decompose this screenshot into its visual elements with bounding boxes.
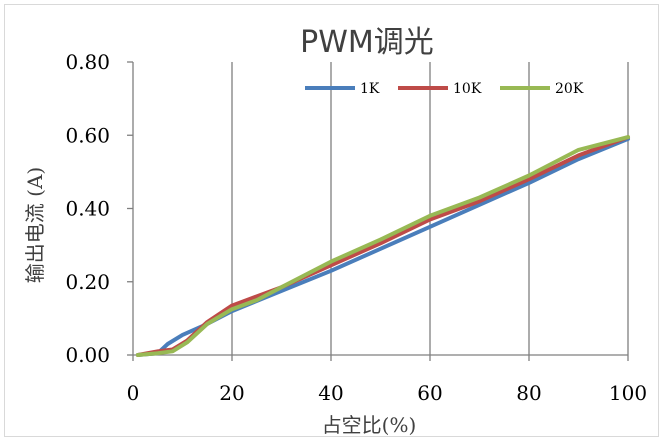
y-tick-label: 0.40 (65, 197, 110, 221)
y-tick-label: 0.80 (65, 50, 110, 74)
series-line-1k (135, 136, 630, 357)
y-tick-label: 0.60 (65, 123, 110, 147)
legend-label-10k: 10K (453, 81, 482, 97)
legend: 1K 10K 20K (305, 81, 584, 97)
x-tick-label: 80 (516, 381, 541, 405)
x-tick-label: 0 (127, 381, 140, 405)
legend-label-20k: 20K (555, 81, 584, 97)
chart-title: PWM调光 (300, 25, 434, 60)
x-tick-label: 20 (219, 381, 244, 405)
grid-lines (231, 62, 629, 355)
x-tick-label: 40 (318, 381, 343, 405)
y-tick-label: 0.00 (65, 343, 110, 367)
axes (127, 61, 629, 361)
x-tick-label: 100 (609, 381, 647, 405)
x-tick-label: 60 (417, 381, 442, 405)
y-tick-label: 0.20 (65, 270, 110, 294)
legend-label-1k: 1K (360, 81, 380, 97)
y-axis-label: 输出电流 (A) (23, 167, 47, 283)
x-axis-label: 占空比(%) (322, 413, 417, 437)
tick-labels: 0 20 40 60 80 100 0.00 0.20 0.40 0.60 0.80 (65, 50, 647, 405)
series-line-20k (135, 135, 630, 357)
series-lines (135, 135, 630, 357)
